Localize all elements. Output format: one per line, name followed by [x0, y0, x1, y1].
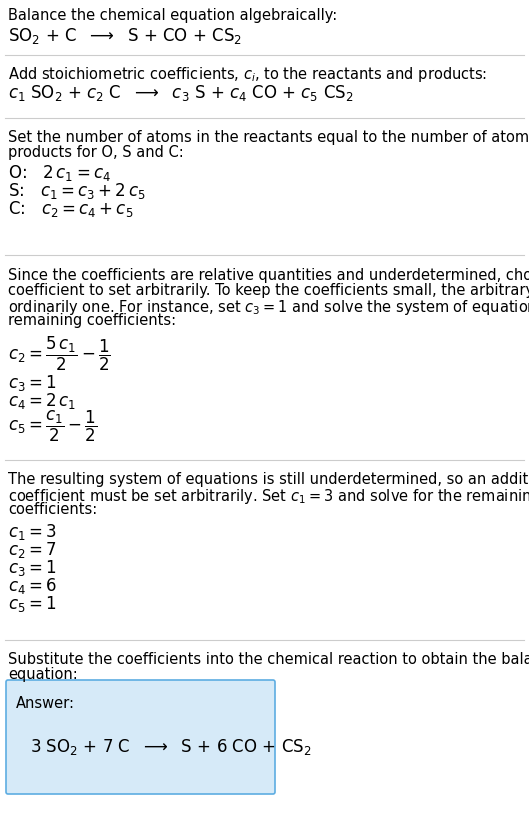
Text: ordinarily one. For instance, set $c_3 = 1$ and solve the system of equations fo: ordinarily one. For instance, set $c_3 =…	[8, 298, 529, 317]
Text: O:   $2\,c_1 = c_4$: O: $2\,c_1 = c_4$	[8, 163, 111, 183]
Text: equation:: equation:	[8, 667, 78, 682]
Text: $c_3 = 1$: $c_3 = 1$	[8, 373, 57, 393]
Text: $c_1$ SO$_2$ + $c_2$ C  $\longrightarrow$  $c_3$ S + $c_4$ CO + $c_5$ CS$_2$: $c_1$ SO$_2$ + $c_2$ C $\longrightarrow$…	[8, 83, 354, 103]
Text: Since the coefficients are relative quantities and underdetermined, choose a: Since the coefficients are relative quan…	[8, 268, 529, 283]
Text: S:   $c_1 = c_3 + 2\,c_5$: S: $c_1 = c_3 + 2\,c_5$	[8, 181, 145, 201]
Text: SO$_2$ + C  $\longrightarrow$  S + CO + CS$_2$: SO$_2$ + C $\longrightarrow$ S + CO + CS…	[8, 26, 242, 46]
Text: The resulting system of equations is still underdetermined, so an additional: The resulting system of equations is sti…	[8, 472, 529, 487]
Text: remaining coefficients:: remaining coefficients:	[8, 313, 176, 328]
Text: Answer:: Answer:	[16, 696, 75, 711]
Text: 3 SO$_2$ + 7 C  $\longrightarrow$  S + 6 CO + CS$_2$: 3 SO$_2$ + 7 C $\longrightarrow$ S + 6 C…	[30, 737, 312, 757]
Text: $c_4 = 6$: $c_4 = 6$	[8, 576, 57, 596]
Text: coefficient must be set arbitrarily. Set $c_1 = 3$ and solve for the remaining: coefficient must be set arbitrarily. Set…	[8, 487, 529, 506]
Text: $c_1 = 3$: $c_1 = 3$	[8, 522, 57, 542]
Text: $c_2 = 7$: $c_2 = 7$	[8, 540, 57, 560]
Text: Substitute the coefficients into the chemical reaction to obtain the balanced: Substitute the coefficients into the che…	[8, 652, 529, 667]
Text: coefficient to set arbitrarily. To keep the coefficients small, the arbitrary va: coefficient to set arbitrarily. To keep …	[8, 283, 529, 298]
Text: $c_2 = \dfrac{5\,c_1}{2} - \dfrac{1}{2}$: $c_2 = \dfrac{5\,c_1}{2} - \dfrac{1}{2}$	[8, 335, 111, 373]
Text: Add stoichiometric coefficients, $c_i$, to the reactants and products:: Add stoichiometric coefficients, $c_i$, …	[8, 65, 487, 84]
Text: Set the number of atoms in the reactants equal to the number of atoms in the: Set the number of atoms in the reactants…	[8, 130, 529, 145]
Text: $c_5 = \dfrac{c_1}{2} - \dfrac{1}{2}$: $c_5 = \dfrac{c_1}{2} - \dfrac{1}{2}$	[8, 409, 97, 444]
Text: Balance the chemical equation algebraically:: Balance the chemical equation algebraica…	[8, 8, 338, 23]
Text: products for O, S and C:: products for O, S and C:	[8, 145, 184, 160]
Text: $c_5 = 1$: $c_5 = 1$	[8, 594, 57, 614]
FancyBboxPatch shape	[6, 680, 275, 794]
Text: coefficients:: coefficients:	[8, 502, 97, 517]
Text: C:   $c_2 = c_4 + c_5$: C: $c_2 = c_4 + c_5$	[8, 199, 133, 219]
Text: $c_4 = 2\,c_1$: $c_4 = 2\,c_1$	[8, 391, 76, 411]
Text: $c_3 = 1$: $c_3 = 1$	[8, 558, 57, 578]
